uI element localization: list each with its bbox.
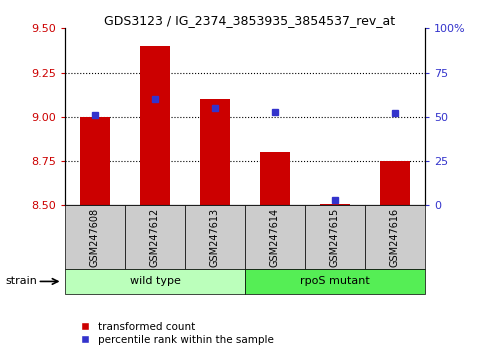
Text: GSM247615: GSM247615 [330,207,340,267]
Text: GSM247612: GSM247612 [150,207,160,267]
Text: GSM247616: GSM247616 [390,207,400,267]
Bar [140,46,170,205]
Legend: transformed count, percentile rank within the sample: transformed count, percentile rank withi… [70,317,278,349]
Bar [380,161,410,205]
Bar [260,152,290,205]
Text: GSM247614: GSM247614 [270,207,280,267]
Text: rpoS mutant: rpoS mutant [300,276,370,286]
Text: GSM247608: GSM247608 [90,207,100,267]
Bar [80,117,110,205]
Text: wild type: wild type [130,276,180,286]
Bar [320,204,350,205]
Text: strain: strain [5,276,37,286]
Text: GDS3123 / IG_2374_3853935_3854537_rev_at: GDS3123 / IG_2374_3853935_3854537_rev_at [104,14,396,27]
Text: GSM247613: GSM247613 [210,207,220,267]
Bar [200,99,230,205]
